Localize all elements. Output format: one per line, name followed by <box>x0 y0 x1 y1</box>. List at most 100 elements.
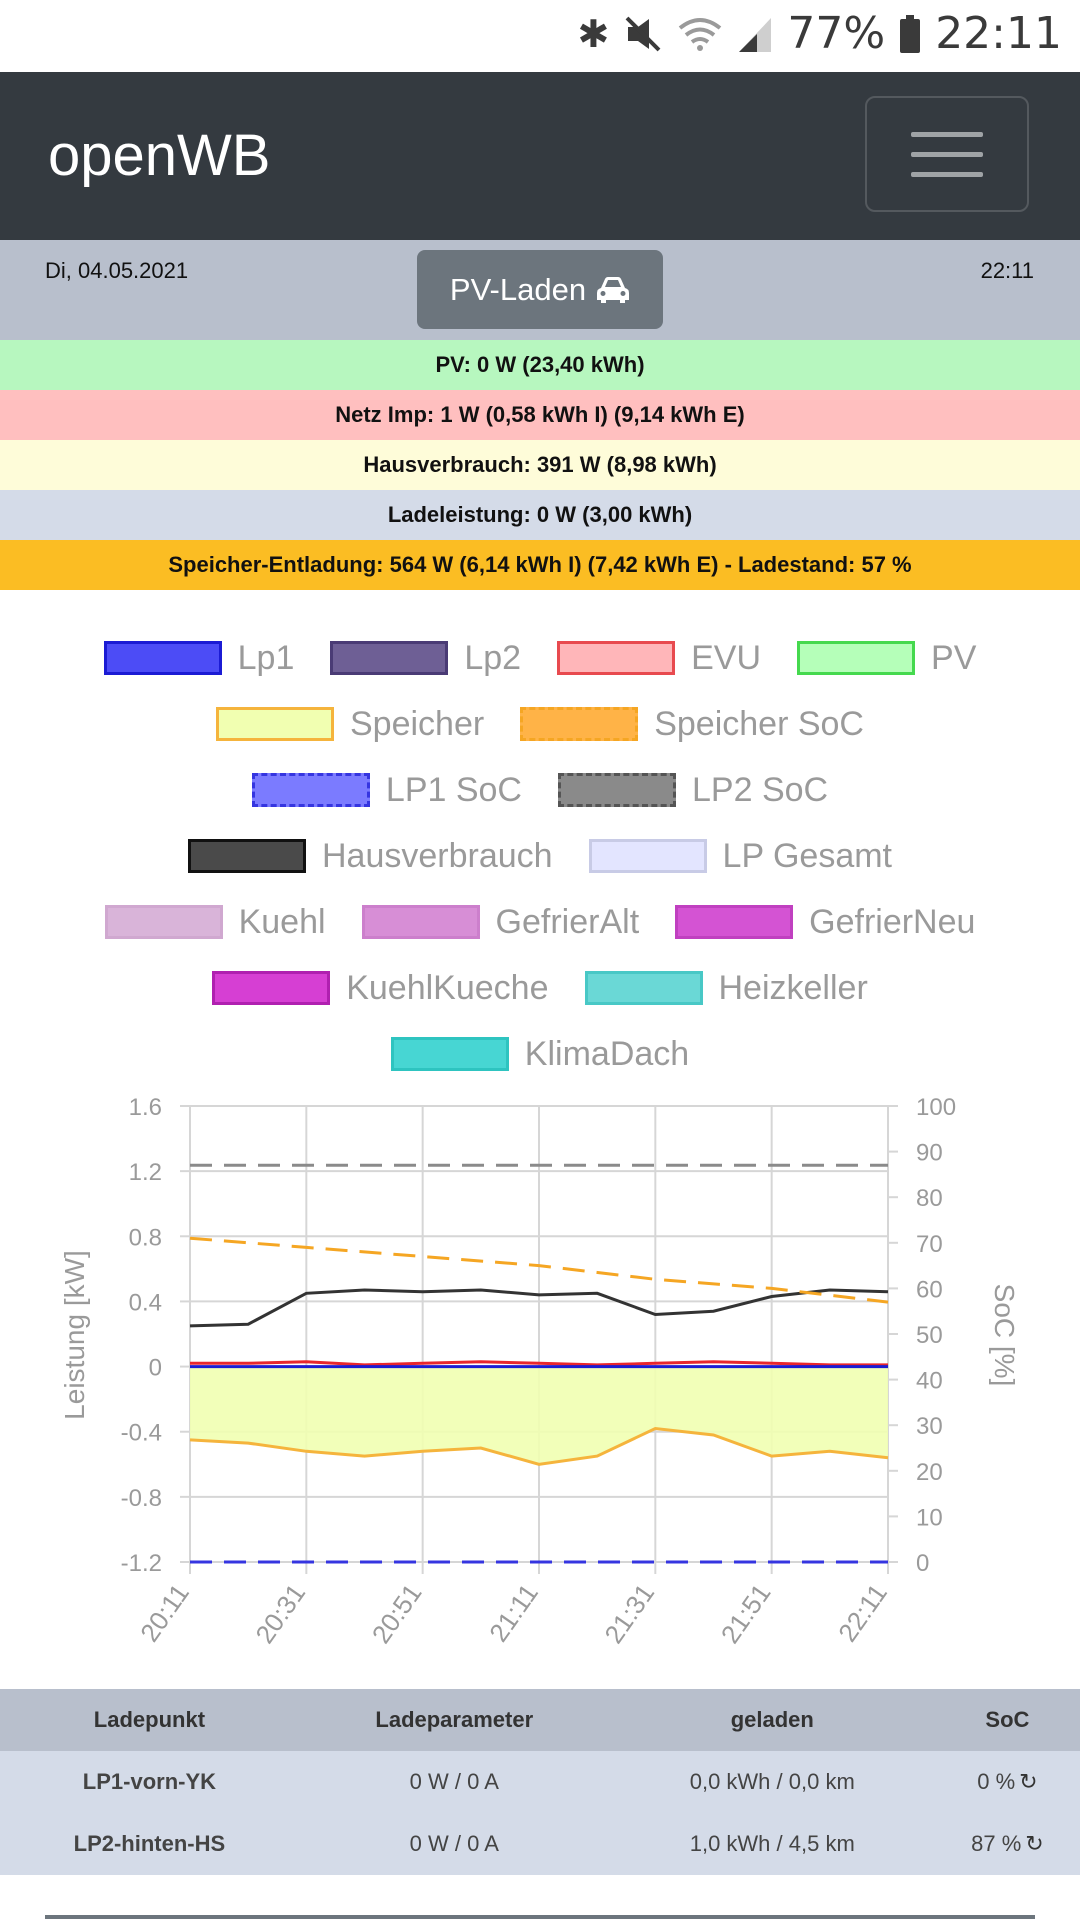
chargepoint-name[interactable]: LP2-hinten-HS <box>0 1813 299 1875</box>
y-axis-label: Leistung [kW] <box>59 1250 90 1420</box>
power-chart[interactable]: 1.61.20.80.40-0.4-0.8-1.2100908070605040… <box>0 1080 1080 1680</box>
legend-swatch <box>104 905 223 939</box>
y2-tick-label: 40 <box>916 1368 943 1395</box>
legend-swatch <box>187 839 306 873</box>
legend-item-pv[interactable]: PV <box>797 639 976 678</box>
legend-swatch <box>588 839 707 873</box>
legend-item-hausverbrauch[interactable]: Hausverbrauch <box>187 836 553 876</box>
table-row: LP1-vorn-YK 0 W / 0 A 0,0 kWh / 0,0 km 0… <box>0 1751 1080 1813</box>
charge-mode-label: PV-Laden <box>449 271 587 307</box>
chargepoint-soc-cell: 0 % ↻ <box>934 1751 1080 1813</box>
hausverbrauch-row: Hausverbrauch: 391 W (8,98 kWh) <box>0 440 1080 490</box>
legend-label: Hausverbrauch <box>321 836 553 875</box>
legend-label: LP2 SoC <box>692 770 829 809</box>
menu-toggle-button[interactable] <box>865 96 1029 212</box>
legend-item-speicher-soc[interactable]: Speicher SoC <box>520 705 864 744</box>
legend-label: LP Gesamt <box>722 836 892 875</box>
legend-swatch <box>675 905 794 939</box>
legend-label: PV <box>931 638 977 677</box>
y-tick-label: 1.2 <box>129 1159 162 1186</box>
navbar: openWB <box>0 72 1080 240</box>
series-line-evu <box>190 1360 888 1367</box>
charge-mode-button[interactable]: PV-Laden <box>417 250 663 329</box>
header-geladen: geladen <box>609 1689 935 1751</box>
legend-label: Speicher SoC <box>654 704 864 743</box>
time-label: 22:11 <box>980 258 1034 283</box>
legend-label: Heizkeller <box>718 968 868 1007</box>
brand-title[interactable]: openWB <box>48 123 271 188</box>
bottom-divider <box>45 1915 1035 1919</box>
y2-axis-label: SoC [%] <box>989 1284 1020 1387</box>
y2-tick-label: 90 <box>916 1140 943 1167</box>
legend-label: GefrierAlt <box>495 902 640 941</box>
y2-tick-label: 20 <box>916 1459 943 1486</box>
legend-swatch <box>557 641 676 675</box>
signal-icon <box>739 17 772 52</box>
legend-swatch <box>520 707 639 741</box>
chart-legend: Lp1 Lp2 EVU PV Speicher Speicher SoC LP1… <box>0 625 1080 1087</box>
legend-item-evu[interactable]: EVU <box>557 639 761 678</box>
legend-item-kuehl[interactable]: Kuehl <box>104 903 326 942</box>
header-ladepunkt: Ladepunkt <box>0 1689 299 1751</box>
car-icon <box>597 276 630 303</box>
legend-swatch <box>361 905 480 939</box>
table-header-row: Ladepunkt Ladeparameter geladen SoC <box>0 1689 1080 1751</box>
chargepoint-name[interactable]: LP1-vorn-YK <box>0 1751 299 1813</box>
y2-tick-label: 60 <box>916 1276 943 1303</box>
legend-item-kuehlkueche[interactable]: KuehlKueche <box>212 969 549 1008</box>
wifi-icon <box>679 17 722 51</box>
chargepoint-soc: 87 % <box>971 1831 1022 1856</box>
y-tick-label: 0.8 <box>129 1224 162 1251</box>
y2-tick-label: 30 <box>916 1413 943 1440</box>
header-ladeparameter: Ladeparameter <box>298 1689 610 1751</box>
pv-row: PV: 0 W (23,40 kWh) <box>0 340 1080 390</box>
legend-item-lp2-soc[interactable]: LP2 SoC <box>558 771 828 810</box>
legend-item-lp2[interactable]: Lp2 <box>330 639 521 678</box>
legend-label: Lp2 <box>464 638 522 677</box>
y-tick-label: 0 <box>149 1355 162 1382</box>
hamburger-line <box>911 171 983 177</box>
legend-swatch <box>103 641 222 675</box>
legend-item-klimadach[interactable]: KlimaDach <box>390 1035 689 1074</box>
y2-tick-label: 80 <box>916 1185 943 1212</box>
y-tick-label: 1.6 <box>129 1094 162 1121</box>
legend-swatch <box>330 641 449 675</box>
legend-item-gefrierneu[interactable]: GefrierNeu <box>675 903 975 942</box>
legend-item-lp-gesamt[interactable]: LP Gesamt <box>588 836 892 876</box>
y-tick-label: -1.2 <box>121 1550 162 1577</box>
mute-icon <box>625 16 661 51</box>
x-tick-label: 20:11 <box>134 1578 195 1647</box>
legend-swatch <box>212 971 331 1005</box>
legend-item-heizkeller[interactable]: Heizkeller <box>584 968 868 1008</box>
legend-item-lp1[interactable]: Lp1 <box>103 638 295 678</box>
netz-row: Netz Imp: 1 W (0,58 kWh I) (9,14 kWh E) <box>0 390 1080 440</box>
refresh-icon[interactable]: ↻ <box>1019 1769 1038 1794</box>
y-tick-label: 0.4 <box>129 1289 162 1316</box>
legend-swatch <box>558 773 676 807</box>
y-tick-label: -0.4 <box>121 1420 162 1447</box>
status-bar: ✱ 77% 22:11 <box>0 0 1080 72</box>
hamburger-line <box>911 131 983 137</box>
x-tick-label: 20:31 <box>249 1578 311 1649</box>
status-time: 22:11 <box>935 8 1062 59</box>
legend-label: Speicher <box>350 704 485 743</box>
series-line-speicher-soc <box>189 1236 889 1304</box>
x-tick-label: 20:51 <box>366 1578 428 1649</box>
legend-item-speicher[interactable]: Speicher <box>216 705 484 744</box>
legend-item-gefrieralt[interactable]: GefrierAlt <box>361 902 640 942</box>
series-line-speicher <box>189 1426 889 1466</box>
y-tick-label: -0.8 <box>121 1485 162 1512</box>
chart-grid <box>180 1105 898 1574</box>
ladeleistung-row: Ladeleistung: 0 W (3,00 kWh) <box>0 490 1080 540</box>
header-soc: SoC <box>934 1689 1080 1751</box>
legend-label: Lp1 <box>237 638 295 677</box>
y2-tick-label: 70 <box>916 1231 943 1258</box>
legend-item-lp1-soc[interactable]: LP1 SoC <box>251 770 522 810</box>
refresh-icon[interactable]: ↻ <box>1025 1831 1044 1856</box>
chargepoint-soc-cell: 87 % ↻ <box>934 1813 1080 1875</box>
series-area-speicher <box>190 1366 888 1465</box>
legend-label: LP1 SoC <box>385 770 522 809</box>
speicher-row: Speicher-Entladung: 564 W (6,14 kWh I) (… <box>0 540 1080 590</box>
legend-label: GefrierNeu <box>809 902 976 941</box>
series-line-hausverbrauch <box>189 1288 889 1328</box>
